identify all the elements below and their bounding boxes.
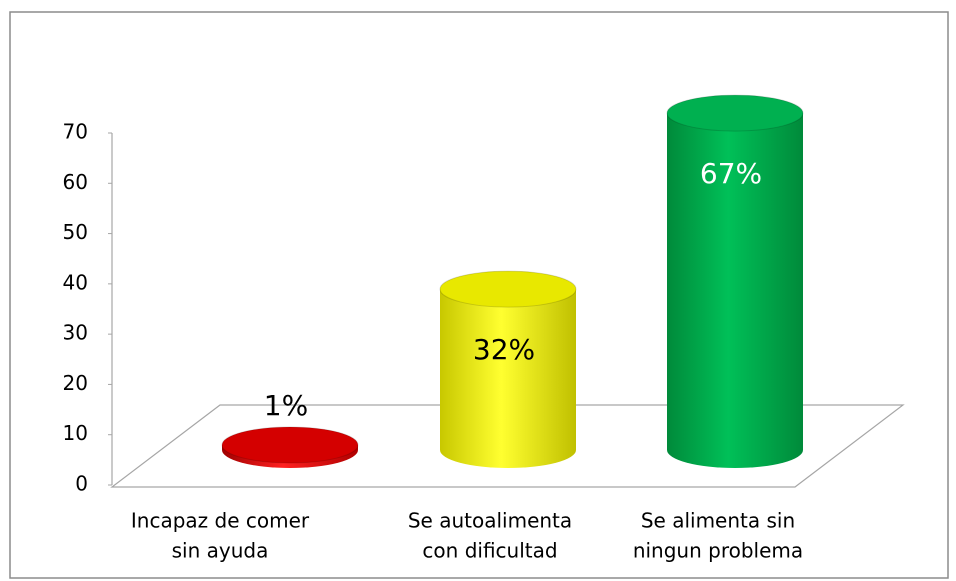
y-tick-label: 10 xyxy=(63,421,88,445)
bar-top xyxy=(439,270,577,308)
value-label: 1% xyxy=(264,389,308,422)
bar xyxy=(667,113,803,468)
y-tick-label: 50 xyxy=(63,220,88,244)
x-tick-label: Incapaz de comer xyxy=(131,509,310,533)
y-tick-label: 40 xyxy=(63,270,88,294)
y-tick-label: 0 xyxy=(75,472,88,496)
floor xyxy=(110,404,905,488)
bar xyxy=(440,289,576,468)
bar-top xyxy=(666,94,804,132)
y-tick-label: 60 xyxy=(63,170,88,194)
y-tick-label: 30 xyxy=(63,321,88,345)
x-tick-label: Se autoalimenta xyxy=(408,509,572,533)
x-tick-label: ningun problema xyxy=(633,539,803,563)
x-tick-label: Se alimenta sin xyxy=(641,509,795,533)
value-label: 67% xyxy=(700,157,762,190)
y-tick-label: 20 xyxy=(63,371,88,395)
x-tick-label: sin ayuda xyxy=(172,539,269,563)
x-tick-label: con dificultad xyxy=(422,539,557,563)
y-tick-label: 70 xyxy=(63,120,88,144)
value-label: 32% xyxy=(473,333,535,366)
bar-top xyxy=(221,426,359,464)
